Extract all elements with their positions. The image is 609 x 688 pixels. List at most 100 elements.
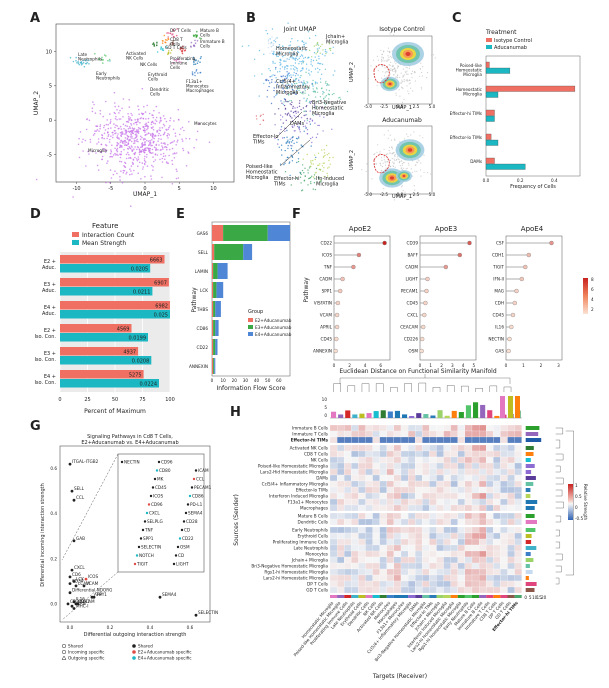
panel-h-cell (429, 550, 437, 558)
panel-a-point-14 (152, 169, 154, 171)
panel-a-point-14 (168, 154, 170, 157)
panel-a-point-14 (127, 113, 129, 115)
panel-b-joint-point-0 (322, 90, 324, 93)
panel-h-cell (386, 586, 394, 594)
panel-b-joint-point-8 (319, 179, 321, 181)
panel-h-cell (514, 498, 522, 506)
panel-b-joint-point-0 (313, 52, 316, 54)
panel-b-density-bg-point (374, 153, 376, 155)
panel-h-cell (351, 556, 359, 564)
panel-h-cell (337, 480, 345, 488)
panel-b-joint-point-8 (329, 163, 331, 165)
panel-b-joint-point-3 (328, 89, 330, 92)
panel-a-point-14 (114, 170, 116, 172)
panel-a-point-14 (137, 129, 139, 131)
panel-b-joint-point-0 (302, 60, 305, 63)
panel-e-bar-0 (212, 244, 215, 260)
panel-g-legend-marker (61, 649, 67, 655)
panel-h-cell (393, 568, 402, 576)
panel-a-point-14 (136, 159, 139, 162)
panel-h-cell (365, 532, 373, 540)
panel-h-cell (415, 498, 423, 506)
panel-a-point-14 (96, 164, 99, 167)
panel-f-dot (549, 240, 554, 246)
panel-h-cell (493, 430, 501, 438)
panel-a-point-4 (167, 38, 170, 41)
panel-h-cell (365, 468, 373, 476)
panel-e-category-0: GAS6 (197, 231, 209, 236)
panel-h-cell (358, 474, 366, 482)
panel-b-joint-point-5 (293, 115, 295, 117)
panel-f-pathway-1-2: CADM (405, 265, 418, 270)
panel-h-cell (507, 462, 515, 470)
panel-h-cell (486, 486, 494, 494)
panel-a-point-8 (194, 42, 197, 44)
panel-b-density-bg-point (430, 173, 432, 175)
panel-b-joint-point-3 (331, 93, 334, 96)
panel-h-column-strip (344, 595, 352, 598)
panel-g-ylabel: Differential incoming interaction streng… (40, 483, 46, 587)
panel-h-cell (486, 518, 494, 526)
panel-h-heatmap: Euclidean Distance on Functional Similar… (233, 368, 588, 680)
panel-b-joint-point-4 (285, 119, 287, 122)
panel-b-joint-point-5 (308, 121, 311, 123)
panel-h-cell (379, 430, 387, 438)
panel-g-legend-label: Outgoing specific (68, 656, 105, 661)
panel-b-density-bg-point (404, 74, 406, 76)
panel-a-point-0 (76, 62, 78, 64)
panel-b-joint-point-10 (262, 119, 265, 122)
panel-h-side-bar (525, 540, 532, 544)
panel-b-joint-point-6 (281, 154, 283, 156)
panel-h-cell (507, 544, 515, 552)
panel-h-cell (429, 444, 437, 452)
panel-b-density-bg-point (414, 170, 416, 172)
panel-f-dot (351, 264, 356, 270)
panel-a-point-14 (122, 169, 125, 172)
panel-b-joint-point-8 (310, 163, 313, 165)
panel-a-point-14 (159, 127, 161, 129)
panel-b-density-bg-point (388, 146, 391, 149)
panel-a-point-14 (150, 178, 153, 180)
panel-b-joint-point-3 (316, 100, 319, 103)
panel-a-point-14 (119, 144, 121, 147)
panel-h-cell (372, 556, 380, 564)
panel-b-density-bg-point (407, 162, 409, 164)
panel-a-point-14 (133, 129, 135, 131)
panel-b-joint-point-6 (290, 154, 292, 156)
panel-b-joint-point-6 (288, 142, 290, 144)
panel-h-top-bar (473, 402, 479, 418)
panel-a-label-9: Proliferating Immune Cells (170, 56, 196, 70)
panel-b-density-bg-point (394, 153, 396, 156)
panel-b-joint-point-3 (339, 96, 341, 99)
panel-h-cell (351, 480, 359, 488)
panel-h-cell (386, 424, 394, 432)
panel-e-bar-1 (213, 301, 216, 317)
panel-b-joint-point-6 (293, 142, 295, 145)
panel-b-joint-point-6 (286, 129, 288, 132)
panel-h-cell (464, 462, 473, 470)
panel-a-point-12 (187, 58, 189, 61)
panel-a-point-14 (151, 127, 153, 129)
panel-h-cell (358, 430, 366, 438)
panel-a-point-14 (89, 138, 92, 141)
panel-h-cell (400, 568, 409, 576)
panel-f-pathway-0-8: CD45 (321, 337, 333, 342)
panel-h-row-label-25: DP T Cells (307, 581, 328, 586)
panel-h-cell (493, 468, 501, 476)
panel-b-joint-point-6 (297, 158, 300, 160)
panel-a-point-12 (199, 57, 202, 60)
panel-h-cell (329, 512, 338, 520)
panel-b-joint-point-5 (309, 110, 311, 112)
panel-b-joint-point-1 (315, 44, 317, 46)
panel-b-density-bg-point (380, 58, 383, 61)
panel-a-point-14 (173, 140, 176, 142)
panel-h-cell (329, 580, 338, 588)
panel-a-point-14 (102, 126, 105, 129)
panel-b-joint-point-6 (296, 141, 298, 143)
panel-f-xtick-2: 1 (522, 363, 525, 368)
panel-b-density-bg-point (381, 166, 384, 168)
panel-d-bar-label: 0.025 (154, 312, 168, 318)
panel-h-cell (457, 462, 465, 470)
panel-b-isotype-density (367, 33, 436, 105)
